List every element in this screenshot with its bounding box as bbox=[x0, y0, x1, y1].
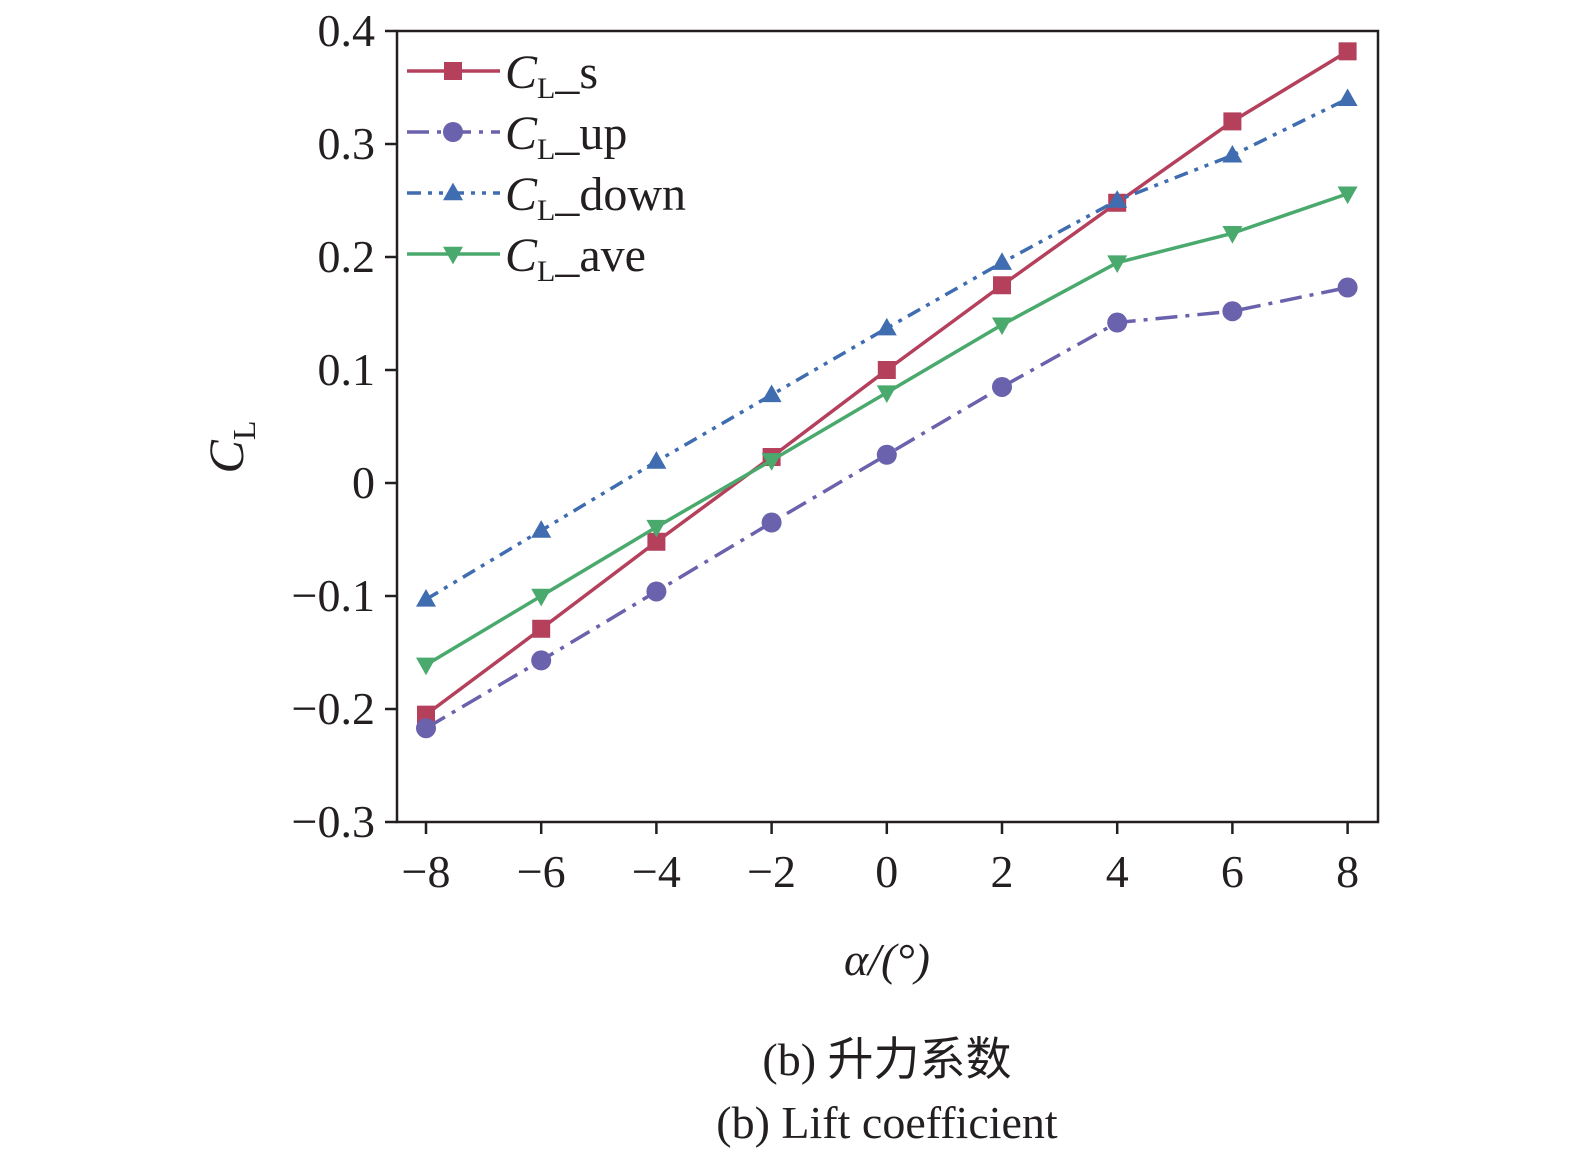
data-point bbox=[876, 444, 897, 465]
x-axis-label: α/(°) bbox=[844, 934, 930, 985]
caption-chinese: (b) 升力系数 bbox=[762, 1034, 1011, 1085]
series-line bbox=[425, 285, 1348, 730]
y-tick-label: 0.4 bbox=[318, 5, 376, 56]
data-point bbox=[993, 276, 1011, 295]
legend-item: CL_down bbox=[407, 168, 686, 227]
data-point bbox=[532, 619, 551, 638]
data-point bbox=[876, 385, 897, 403]
data-point bbox=[416, 657, 436, 676]
series-layer bbox=[416, 42, 1358, 739]
data-point bbox=[1107, 312, 1128, 333]
x-tick-label: 2 bbox=[991, 846, 1014, 897]
data-point bbox=[531, 650, 552, 671]
y-tick-label: 0.2 bbox=[318, 231, 376, 282]
data-point bbox=[992, 376, 1012, 397]
data-point bbox=[1337, 88, 1358, 107]
x-tick-label: −2 bbox=[747, 846, 796, 897]
legend-marker bbox=[443, 246, 463, 265]
data-point bbox=[876, 317, 897, 336]
data-point bbox=[992, 317, 1012, 336]
y-tick-label: 0.3 bbox=[318, 118, 376, 169]
y-axis-label: CL bbox=[198, 421, 262, 474]
x-tick-label: −4 bbox=[632, 846, 681, 897]
y-tick-label: −0.3 bbox=[292, 796, 375, 847]
data-point bbox=[647, 532, 666, 551]
x-tick-label: 0 bbox=[875, 846, 898, 897]
y-tick-label: 0 bbox=[352, 457, 375, 508]
caption-english: (b) Lift coefficient bbox=[716, 1097, 1058, 1148]
y-axis-label-sub: L bbox=[226, 421, 262, 441]
legend-label: CL_down bbox=[505, 168, 686, 227]
legend-label: CL_up bbox=[505, 107, 627, 166]
y-tick-label: −0.1 bbox=[292, 570, 375, 621]
y-axis-label-main: C bbox=[198, 439, 254, 473]
data-point bbox=[416, 589, 436, 607]
legend-label: CL_s bbox=[505, 46, 598, 105]
legend-item: CL_s bbox=[407, 46, 598, 105]
data-point bbox=[416, 718, 436, 739]
legend-marker bbox=[443, 182, 463, 201]
data-point bbox=[761, 453, 782, 471]
series-line bbox=[425, 97, 1349, 601]
data-point bbox=[646, 451, 667, 469]
series-c-l-ave bbox=[416, 186, 1358, 676]
data-point bbox=[1107, 190, 1128, 208]
x-tick-label: −6 bbox=[517, 846, 566, 897]
data-point bbox=[877, 361, 896, 379]
data-point bbox=[761, 384, 782, 403]
data-point bbox=[1223, 112, 1242, 131]
legend-label: CL_ave bbox=[505, 229, 646, 288]
y-tick-label: −0.2 bbox=[292, 683, 375, 734]
series-c-l-down bbox=[416, 88, 1358, 607]
data-point bbox=[646, 519, 667, 538]
series-c-l-up bbox=[416, 277, 1358, 739]
x-tick-label: 6 bbox=[1221, 846, 1244, 897]
legend-marker bbox=[443, 122, 463, 142]
legend-marker bbox=[444, 62, 462, 80]
y-axis-ticks: 0.4 0.3 0.2 0.1 0 −0.1 −0.2 −0.3 bbox=[292, 5, 397, 847]
data-point bbox=[1337, 186, 1358, 205]
data-point bbox=[1222, 226, 1243, 244]
data-point bbox=[1107, 255, 1128, 273]
legend-item: CL_up bbox=[407, 107, 627, 166]
data-point bbox=[646, 581, 667, 602]
data-point bbox=[992, 252, 1012, 270]
x-tick-label: 4 bbox=[1106, 846, 1129, 897]
data-point bbox=[761, 512, 782, 533]
data-point bbox=[531, 520, 552, 538]
x-axis-ticks: −8 −6 −4 −2 0 2 4 6 8 bbox=[402, 822, 1359, 897]
legend-item: CL_ave bbox=[407, 229, 646, 288]
y-tick-label: 0.1 bbox=[318, 344, 376, 395]
data-point bbox=[1222, 144, 1243, 163]
x-tick-label: 8 bbox=[1336, 846, 1359, 897]
data-point bbox=[531, 588, 552, 607]
x-tick-label: −8 bbox=[402, 846, 451, 897]
data-point bbox=[1338, 42, 1357, 61]
data-point bbox=[1222, 301, 1243, 322]
data-point bbox=[1337, 277, 1358, 298]
data-point bbox=[417, 705, 435, 724]
